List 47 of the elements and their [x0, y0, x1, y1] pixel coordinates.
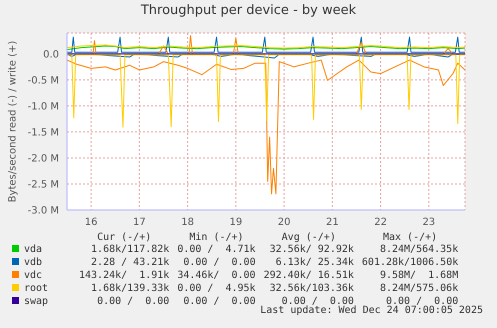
text: 8.24M/575.06k: [380, 283, 458, 294]
x-tick-label: 22: [374, 217, 387, 228]
text: 34.46k/ 0.00: [177, 270, 256, 281]
text: 292.40k/ 16.51k: [264, 270, 354, 281]
text: 0.00 / 0.00: [183, 257, 256, 268]
x-tick-label: 17: [132, 217, 146, 228]
text: 32.56k/103.36k: [270, 283, 354, 294]
text: 0.00 / 0.00: [386, 296, 458, 307]
y-tick-label: -0.5 M: [28, 75, 59, 86]
text: 1.68k/117.82k: [91, 244, 170, 255]
y-tick-label: -3.0 M: [28, 206, 59, 217]
text: 143.24k/ 1.91k: [79, 270, 170, 281]
x-tick-label: 21: [326, 217, 339, 228]
text: 6.13k/ 25.34k: [276, 257, 354, 268]
y-tick-label: -1.0 M: [28, 101, 59, 112]
text: 0.00 / 4.71k: [177, 244, 256, 255]
legend-label: swap: [23, 295, 50, 308]
text: 8.24M/564.35k: [380, 244, 458, 255]
legend-label: vdc: [23, 269, 44, 282]
y-tick-label: -1.5 M: [28, 127, 59, 138]
x-tick-label: 23: [422, 217, 436, 228]
x-tick-label: 20: [278, 217, 290, 228]
text: 2.28 / 43.21k: [91, 257, 170, 268]
text: 0.00 / 0.00: [97, 296, 170, 307]
text: Max (-/+): [382, 232, 438, 243]
text: 32.56k/ 92.92k: [270, 244, 354, 255]
text: 0.00 / 0.00: [183, 296, 256, 307]
text: 1.68k/139.33k: [91, 283, 170, 294]
x-tick-label: 16: [84, 217, 98, 228]
y-tick-label: -2.0 M: [28, 153, 59, 164]
legend-label: vda: [23, 243, 44, 256]
text: 0.00 / 4.95k: [177, 283, 256, 294]
y-axis-title: Bytes/second read (-) / write (+): [8, 40, 19, 202]
text: Min (-/+): [189, 232, 244, 243]
text: Cur (-/+): [97, 232, 152, 243]
x-tick-label: 19: [229, 217, 242, 228]
chart-title: Throughput per device - by week: [140, 3, 358, 18]
text: Last update: Wed Dec 24 07:00:05 2025: [260, 305, 483, 316]
text: Avg (-/+): [282, 232, 336, 243]
y-tick-label: 0.0: [43, 49, 59, 60]
text: 9.58M/ 1.68M: [380, 270, 458, 281]
legend-label: root: [23, 282, 50, 295]
text: 601.28k/1006.50k: [362, 257, 458, 268]
x-tick-label: 18: [181, 217, 194, 228]
y-tick-label: -2.5 M: [28, 180, 59, 191]
text: 0.00 / 0.00: [282, 296, 354, 307]
legend-label: vdb: [23, 256, 44, 269]
